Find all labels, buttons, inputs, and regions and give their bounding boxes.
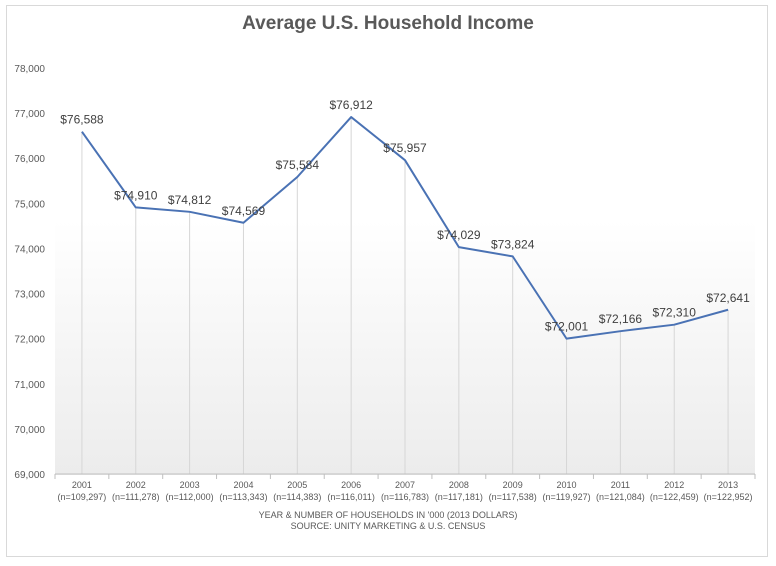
y-tick-label: 75,000 (14, 199, 45, 210)
y-tick-label: 72,000 (14, 335, 45, 346)
data-label: $73,824 (491, 237, 535, 251)
chart-title: Average U.S. Household Income (242, 13, 534, 34)
x-tick-sublabel: (n=113,343) (219, 492, 267, 502)
x-tick-label: 2002 (126, 480, 146, 490)
data-label: $74,029 (437, 228, 481, 242)
y-tick-label: 69,000 (14, 470, 45, 481)
x-tick-label: 2006 (341, 480, 361, 490)
x-tick-label: 2005 (287, 480, 307, 490)
x-tick-sublabel: (n=117,181) (435, 492, 483, 502)
x-tick-sublabel: (n=116,011) (327, 492, 374, 502)
x-tick-label: 2013 (718, 480, 738, 490)
x-tick-sublabel: (n=114,383) (273, 492, 321, 502)
x-tick-sublabel: (n=112,000) (166, 492, 214, 502)
data-label: $76,912 (329, 98, 373, 112)
source-note: SOURCE: UNITY MARKETING & U.S. CENSUS (290, 521, 486, 531)
x-tick-label: 2001 (72, 480, 92, 490)
data-label: $72,001 (545, 320, 589, 334)
x-tick-label: 2003 (180, 480, 200, 490)
data-label: $72,166 (599, 312, 643, 326)
x-tick-sublabel: (n=117,538) (489, 492, 537, 502)
data-label: $75,584 (276, 158, 320, 172)
series-line (81, 116, 729, 340)
x-tick-label: 2009 (503, 480, 523, 490)
x-axis-label: YEAR & NUMBER OF HOUSEHOLDS IN '000 (201… (258, 510, 518, 520)
y-tick-label: 76,000 (14, 154, 45, 165)
y-tick-label: 70,000 (14, 425, 45, 436)
x-tick-label: 2004 (233, 480, 253, 490)
y-tick-label: 78,000 (14, 64, 45, 75)
y-tick-label: 74,000 (14, 244, 45, 255)
x-tick-label: 2008 (449, 480, 469, 490)
data-label: $74,812 (168, 193, 212, 207)
x-tick-label: 2012 (664, 480, 684, 490)
data-label: $74,910 (114, 188, 158, 202)
x-tick-sublabel: (n=122,952) (704, 492, 753, 502)
x-tick-sublabel: (n=121,084) (596, 492, 645, 502)
data-label: $75,957 (383, 141, 427, 155)
x-tick-label: 2011 (611, 480, 630, 490)
x-tick-sublabel: (n=116,783) (381, 492, 429, 502)
y-tick-label: 77,000 (14, 109, 45, 120)
data-label: $72,310 (653, 306, 697, 320)
x-tick-sublabel: (n=111,278) (112, 492, 159, 502)
x-tick-label: 2010 (557, 480, 577, 490)
y-tick-label: 73,000 (14, 290, 45, 301)
x-tick-sublabel: (n=119,927) (542, 492, 590, 502)
data-label: $72,641 (706, 291, 750, 305)
data-label: $76,588 (60, 113, 104, 127)
x-tick-sublabel: (n=122,459) (650, 492, 699, 502)
x-tick-label: 2007 (395, 480, 415, 490)
x-tick-sublabel: (n=109,297) (58, 492, 107, 502)
y-tick-label: 71,000 (14, 380, 45, 391)
data-label: $74,569 (222, 204, 266, 218)
